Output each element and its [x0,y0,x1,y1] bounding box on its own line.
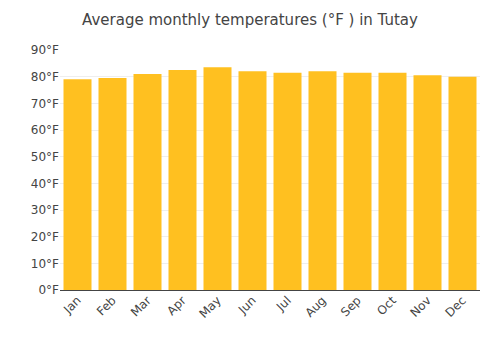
svg-text:Aug: Aug [302,293,328,319]
svg-text:Mar: Mar [128,293,154,319]
svg-text:May: May [196,293,223,320]
svg-text:Jul: Jul [273,293,294,314]
svg-text:70°F: 70°F [31,97,59,111]
svg-text:Average monthly temperatures (: Average monthly temperatures (°F ) in Tu… [82,11,418,29]
svg-text:10°F: 10°F [31,257,59,271]
svg-text:90°F: 90°F [31,43,59,57]
svg-text:Jun: Jun [235,293,259,317]
svg-text:30°F: 30°F [31,203,59,217]
svg-text:80°F: 80°F [31,70,59,84]
svg-text:40°F: 40°F [31,177,59,191]
svg-text:Oct: Oct [374,293,399,318]
svg-text:Dec: Dec [443,293,469,319]
svg-text:50°F: 50°F [31,150,59,164]
svg-text:Apr: Apr [164,293,189,318]
svg-text:60°F: 60°F [31,123,59,137]
svg-text:Sep: Sep [338,293,364,319]
svg-text:Jan: Jan [60,293,84,317]
svg-text:20°F: 20°F [31,230,59,244]
svg-text:0°F: 0°F [38,283,59,297]
svg-text:Feb: Feb [94,293,119,318]
svg-text:Nov: Nov [407,293,433,319]
